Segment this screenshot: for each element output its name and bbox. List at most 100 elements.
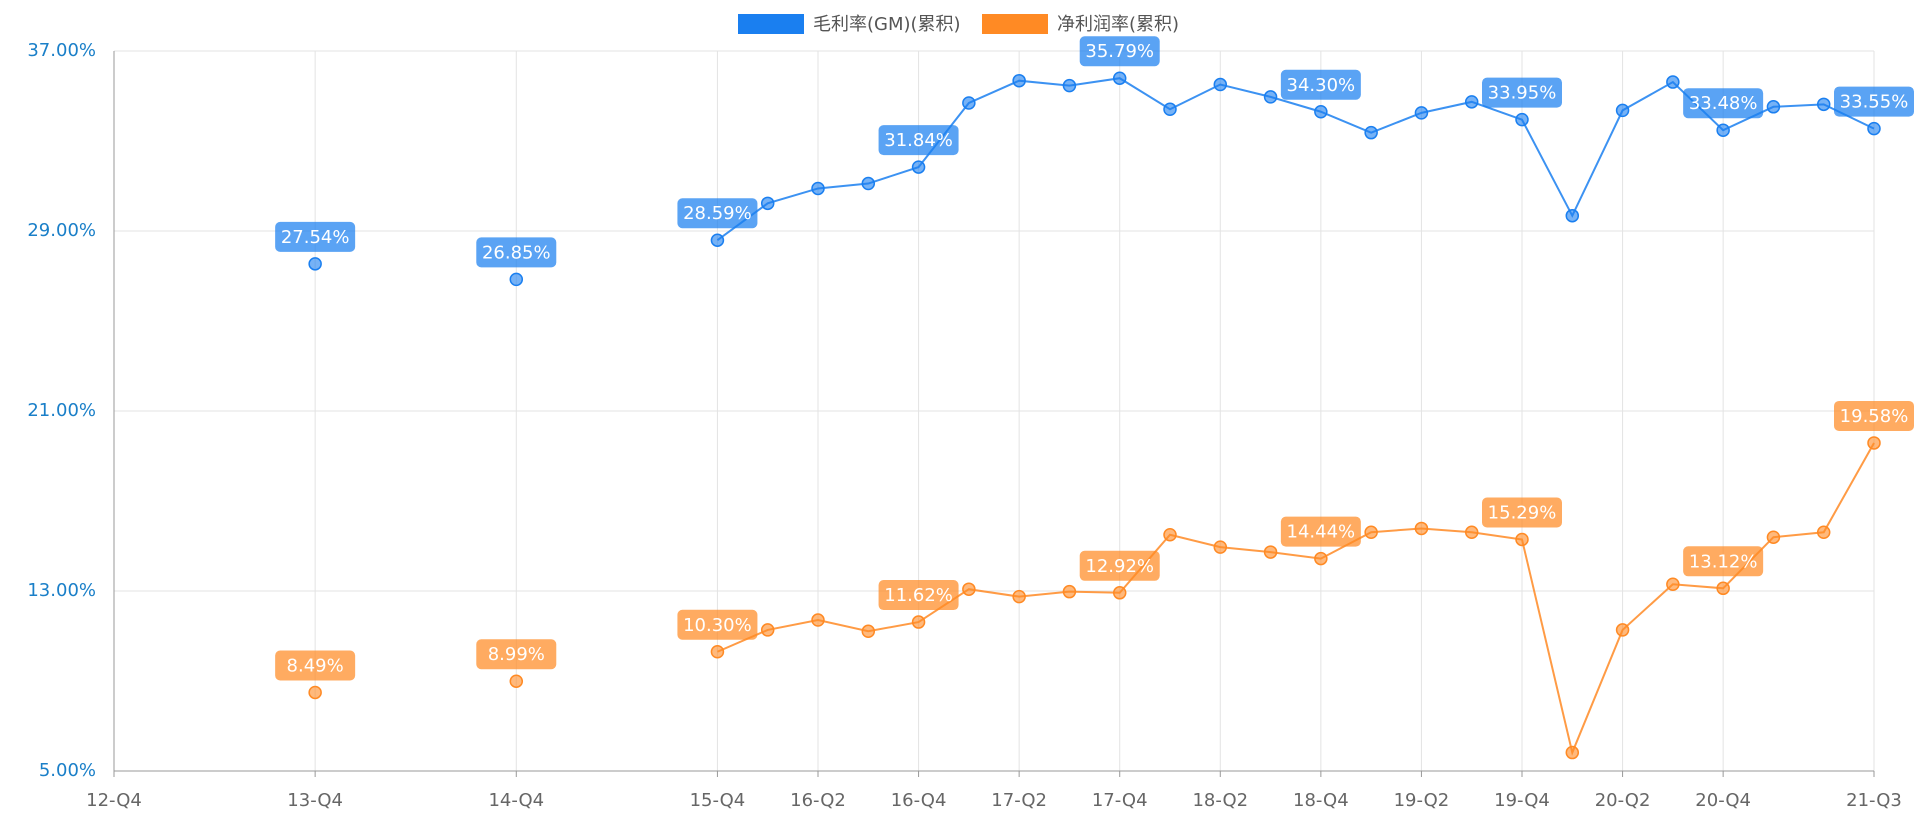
legend-swatch (738, 14, 804, 34)
point (1012, 73, 1026, 88)
data-label: 14.44% (1287, 522, 1356, 543)
data-label: 15.29% (1488, 502, 1557, 523)
legend-swatch (982, 14, 1048, 34)
point (1213, 540, 1228, 554)
x-tick-label: 16-Q2 (790, 790, 846, 811)
point (509, 674, 524, 688)
x-tick-label: 12-Q4 (86, 790, 142, 811)
x-tick-label: 17-Q4 (1092, 790, 1148, 811)
point (1062, 78, 1077, 93)
data-label-box (1280, 516, 1361, 547)
data-label-box (878, 125, 959, 156)
point (710, 645, 725, 659)
point (1766, 100, 1781, 114)
point (1112, 586, 1127, 600)
x-tick-label: 17-Q2 (991, 790, 1047, 811)
data-label-box (275, 650, 356, 681)
data-label-box (476, 639, 557, 670)
data-label: 19.58% (1840, 406, 1909, 427)
data-label: 33.55% (1840, 92, 1909, 113)
point (1766, 530, 1781, 544)
point (1263, 90, 1278, 104)
data-label: 27.54% (281, 227, 350, 248)
point (1565, 208, 1580, 223)
y-tick-label: 13.00% (27, 580, 96, 601)
data-label-box (1482, 77, 1562, 108)
point (1565, 745, 1580, 760)
data-label: 35.79% (1085, 41, 1154, 62)
point (1012, 589, 1026, 604)
data-label: 26.85% (482, 242, 551, 263)
legend-label: 毛利率(GM)(累积) (813, 14, 961, 35)
point (760, 196, 775, 211)
point (911, 615, 926, 629)
x-tick-label: 20-Q4 (1695, 790, 1751, 811)
data-label-box (1683, 546, 1764, 577)
x-tick-label: 20-Q2 (1595, 790, 1651, 811)
x-tick-label: 18-Q2 (1192, 790, 1248, 811)
data-label: 34.30% (1287, 75, 1356, 96)
x-tick-label: 21-Q3 (1846, 790, 1902, 811)
point (861, 176, 876, 191)
x-tick-label: 15-Q4 (690, 790, 746, 811)
x-tick-label: 13-Q4 (287, 790, 343, 811)
point (308, 257, 322, 271)
data-label-box (476, 237, 557, 268)
data-label: 11.62% (884, 585, 953, 606)
point (861, 624, 876, 639)
point (1364, 525, 1378, 540)
legend-label: 净利润率(累积) (1057, 14, 1179, 35)
series: 8.49% 8.99% 10.30% 11.62% 12.92% 14.44% 15.29%… (275, 400, 1914, 760)
point (1163, 528, 1177, 542)
point (710, 233, 725, 247)
data-label-box (1079, 36, 1160, 67)
point (962, 582, 976, 596)
data-label-box (677, 198, 758, 229)
point (1666, 75, 1680, 89)
point (1314, 551, 1328, 566)
point (1314, 105, 1328, 119)
x-tick-label: 14-Q4 (488, 790, 544, 811)
point (1414, 106, 1429, 120)
y-tick-label: 21.00% (27, 400, 96, 421)
point (1414, 521, 1429, 536)
data-label: 8.49% (287, 655, 344, 676)
point (1464, 525, 1479, 540)
point (1867, 121, 1881, 136)
point (308, 685, 322, 700)
line (716, 77, 1875, 242)
point (811, 181, 825, 196)
x-tick-label: 18-Q4 (1293, 790, 1349, 811)
point (1816, 97, 1831, 112)
data-label: 31.84% (884, 130, 953, 151)
point (509, 272, 524, 287)
point (911, 160, 926, 174)
data-label-box (1834, 400, 1914, 431)
point (811, 613, 825, 627)
point (962, 96, 976, 110)
x-tick-label: 16-Q4 (891, 790, 947, 811)
point (1515, 112, 1529, 127)
data-label: 8.99% (488, 644, 545, 665)
point (1062, 584, 1077, 599)
point (1464, 95, 1479, 109)
data-label-box (1683, 88, 1764, 119)
data-label-box (677, 609, 758, 640)
point (1615, 623, 1630, 637)
data-label-box (1834, 86, 1914, 117)
point (1163, 102, 1177, 117)
point (1112, 71, 1127, 85)
data-label: 33.95% (1488, 83, 1557, 104)
data-label: 13.12% (1689, 551, 1758, 572)
point (1867, 436, 1881, 450)
point (1716, 123, 1730, 137)
point (1364, 125, 1378, 140)
line (717, 442, 1875, 756)
y-tick-label: 37.00% (27, 40, 96, 61)
point (760, 623, 775, 637)
data-label-box (1280, 69, 1361, 100)
data-label-box (275, 221, 356, 252)
y-tick-label: 29.00% (27, 220, 96, 241)
data-label-box (1079, 550, 1160, 581)
